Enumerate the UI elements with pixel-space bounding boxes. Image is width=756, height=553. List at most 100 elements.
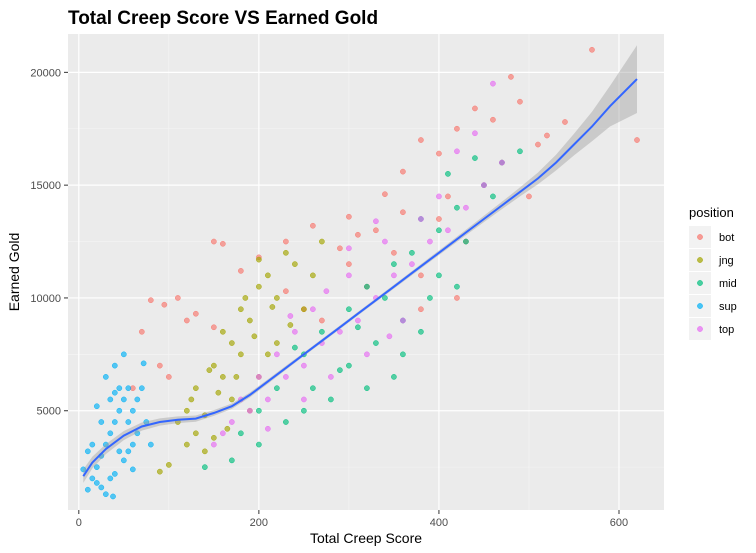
- y-tick-label: 10000: [30, 293, 61, 305]
- point-top: [346, 272, 352, 279]
- point-mid: [274, 385, 280, 392]
- point-jng: [269, 304, 276, 310]
- point-sup: [98, 484, 105, 491]
- point-jng: [251, 333, 258, 340]
- point-sup: [120, 351, 127, 358]
- point-bot: [161, 301, 168, 308]
- point-top: [463, 204, 469, 211]
- trend-line: [82, 78, 638, 477]
- point-bot: [454, 295, 460, 301]
- point-bot: [220, 240, 226, 247]
- point-bot: [283, 288, 289, 295]
- point-jng: [183, 407, 190, 414]
- point-top: [391, 272, 397, 279]
- point-jng: [220, 374, 226, 380]
- point-jng: [247, 317, 253, 324]
- point-top: [400, 317, 406, 324]
- point-mid: [472, 155, 478, 161]
- point-jng: [210, 434, 217, 441]
- point-top: [386, 333, 393, 340]
- legend-key-jng: [697, 257, 703, 263]
- point-sup: [116, 448, 123, 455]
- point-top: [481, 182, 487, 188]
- point-bot: [535, 141, 541, 148]
- point-mid: [373, 340, 379, 346]
- legend-title: position: [689, 205, 734, 220]
- legend-label-jng: jng: [718, 255, 734, 267]
- point-jng: [310, 272, 316, 279]
- point-bot: [517, 98, 523, 105]
- point-top: [265, 425, 271, 432]
- x-axis-ticks: 0 200 400 600: [76, 510, 628, 529]
- point-sup: [102, 491, 109, 498]
- point-sup: [111, 362, 118, 369]
- y-tick-label: 20000: [30, 67, 61, 79]
- point-sup: [93, 464, 100, 470]
- point-jng: [192, 430, 199, 437]
- y-axis-title: Earned Gold: [6, 233, 22, 312]
- legend-key-sup: [697, 303, 703, 309]
- point-top: [409, 261, 415, 267]
- point-jng: [233, 374, 240, 380]
- point-sup: [111, 389, 118, 396]
- point-jng: [287, 322, 294, 328]
- legend: position bot jng mid sup top: [689, 205, 737, 340]
- point-bot: [526, 193, 532, 200]
- point-bot: [373, 227, 379, 234]
- point-sup: [129, 407, 136, 414]
- point-sup: [120, 457, 127, 464]
- point-sup: [93, 480, 100, 486]
- point-top: [274, 351, 280, 358]
- point-top: [328, 374, 334, 380]
- point-mid: [310, 385, 316, 392]
- point-jng: [192, 385, 199, 392]
- point-jng: [292, 261, 298, 267]
- point-mid: [436, 272, 442, 279]
- x-tick-label: 600: [610, 517, 628, 529]
- point-jng: [224, 425, 231, 432]
- point-sup: [111, 419, 118, 425]
- point-sup: [89, 441, 96, 448]
- point-sup: [116, 385, 123, 392]
- point-bot: [454, 125, 460, 132]
- point-jng: [210, 362, 217, 369]
- point-jng: [165, 462, 172, 468]
- point-sup: [138, 385, 145, 392]
- point-jng: [242, 295, 249, 301]
- y-tick-label: 15000: [30, 180, 61, 192]
- point-jng: [188, 396, 195, 403]
- point-mid: [490, 193, 496, 200]
- point-bot: [634, 137, 640, 143]
- point-mid: [517, 148, 523, 155]
- point-bot: [165, 374, 172, 380]
- point-sup: [116, 407, 123, 414]
- point-mid: [364, 385, 370, 392]
- point-sup: [107, 430, 114, 437]
- point-sup: [134, 430, 141, 437]
- point-mid: [364, 283, 370, 290]
- point-bot: [174, 295, 181, 301]
- point-jng: [283, 249, 289, 256]
- chart-title: Total Creep Score VS Earned Gold: [68, 8, 378, 29]
- point-sup: [89, 475, 96, 482]
- point-bot: [210, 238, 217, 245]
- point-sup: [129, 466, 136, 473]
- point-bot: [346, 261, 352, 267]
- plot-panel: [68, 34, 664, 510]
- point-sup: [102, 441, 109, 448]
- point-sup: [80, 466, 87, 473]
- point-jng: [256, 256, 262, 263]
- point-sup: [107, 396, 114, 403]
- point-bot: [508, 74, 514, 80]
- point-sup: [125, 448, 132, 455]
- point-jng: [229, 396, 235, 403]
- point-jng: [256, 283, 262, 290]
- point-sup: [107, 475, 114, 482]
- point-top: [418, 216, 424, 222]
- point-sup: [110, 493, 116, 500]
- point-bot: [337, 245, 343, 252]
- point-mid: [436, 227, 442, 234]
- legend-label-bot: bot: [719, 232, 734, 244]
- point-mid: [301, 407, 307, 414]
- major-grid: [68, 34, 664, 510]
